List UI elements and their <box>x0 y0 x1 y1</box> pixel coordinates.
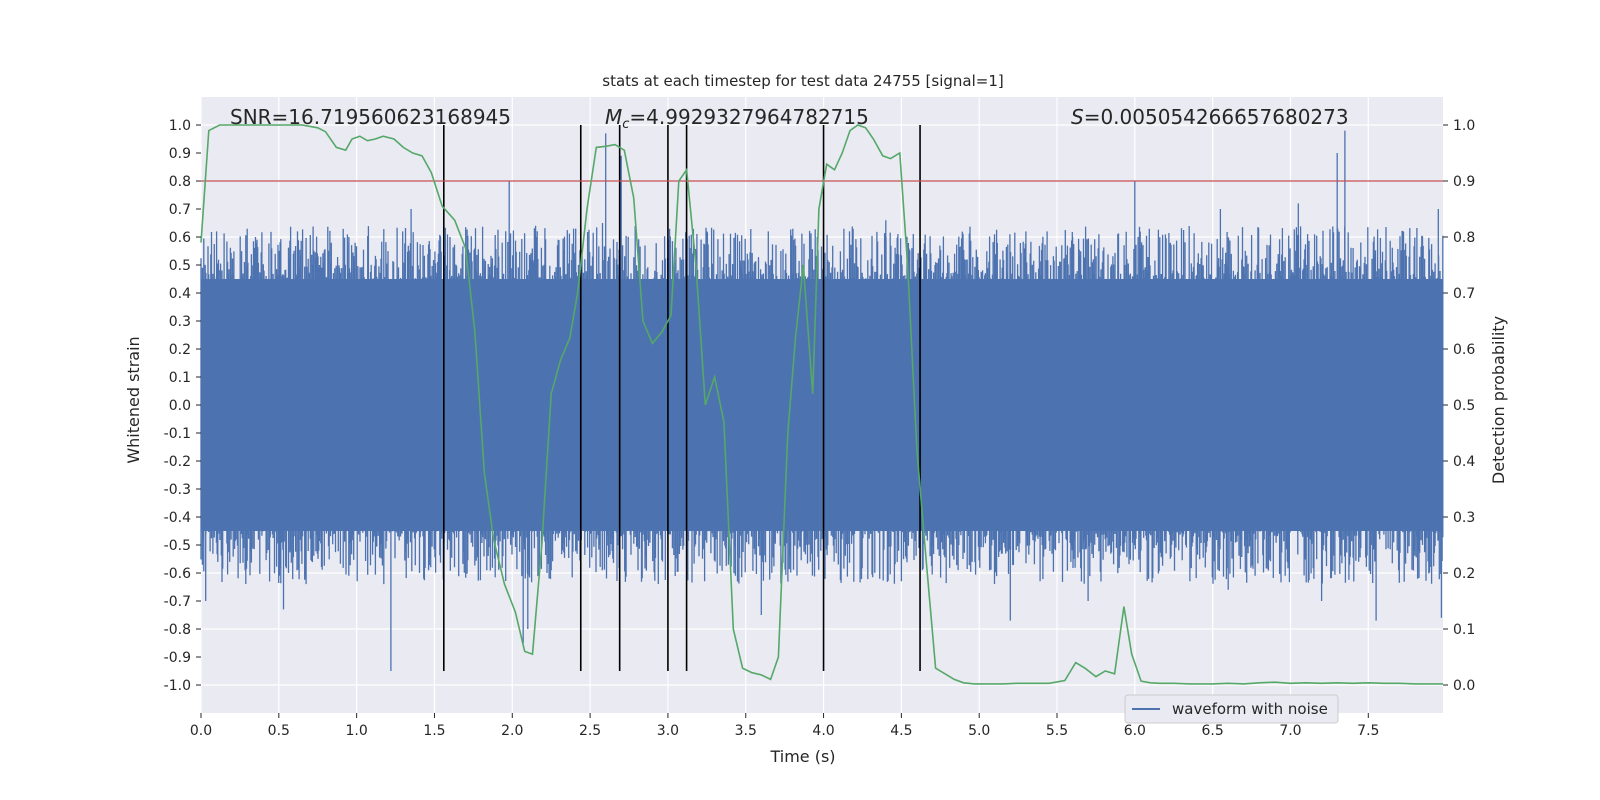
x-tick-label: 2.5 <box>579 723 601 739</box>
y-right-tick-label: 0.3 <box>1453 510 1475 526</box>
x-tick-label: 6.0 <box>1124 723 1146 739</box>
s-annotation: S=0.005054266657680273 <box>1071 105 1349 129</box>
y-left-tick-label: -0.7 <box>164 594 191 610</box>
y-left-tick-label: -0.4 <box>164 510 191 526</box>
s-value: =0.005054266657680273 <box>1084 105 1349 129</box>
y-left-tick-label: -0.1 <box>164 426 191 442</box>
x-tick-label: 7.5 <box>1357 723 1379 739</box>
legend-box <box>1124 694 1339 724</box>
y-right-axis-ticks: 1.0 0.9 0.8 0.7 0.6 0.5 0.4 0.3 0.2 0.1 0.0 <box>1443 118 1475 694</box>
chirp-mass-symbol: M <box>605 105 622 129</box>
y-left-tick-label: 0.7 <box>169 202 191 218</box>
y-left-tick-label: 1.0 <box>169 118 191 134</box>
y-left-tick-label: 0.5 <box>169 258 191 274</box>
y-right-tick-label: 0.8 <box>1453 230 1475 246</box>
x-tick-label: 6.5 <box>1202 723 1224 739</box>
y-left-tick-label: 0.9 <box>169 146 191 162</box>
y-right-axis-label: Detection probability <box>1489 316 1508 484</box>
y-left-axis-ticks: 1.0 0.9 0.8 0.7 0.6 0.5 0.4 0.3 0.2 0.1 0.0 -0.1 -0.… <box>164 118 201 694</box>
y-left-tick-label: -0.8 <box>164 622 191 638</box>
x-axis-ticks: 0.0 0.5 1.0 1.5 2.0 2.5 3.0 3.5 4.0 4.5 5.0 5.5 6.0 6… <box>190 713 1379 739</box>
y-left-tick-label: 0.4 <box>169 286 191 302</box>
y-left-tick-label: 0.1 <box>169 370 191 386</box>
y-right-tick-label: 0.5 <box>1453 398 1475 414</box>
y-left-axis-label: Whitened strain <box>124 336 143 463</box>
x-tick-label: 3.0 <box>657 723 679 739</box>
chirp-mass-value: =4.9929327964782715 <box>629 105 868 129</box>
x-axis-label: Time (s) <box>769 747 835 766</box>
y-left-tick-label: -0.3 <box>164 482 191 498</box>
y-right-tick-label: 1.0 <box>1453 118 1475 134</box>
y-left-tick-label: 0.6 <box>169 230 191 246</box>
y-left-tick-label: -0.5 <box>164 538 191 554</box>
legend: waveform with noise <box>1124 694 1339 724</box>
y-left-tick-label: -0.6 <box>164 566 191 582</box>
s-symbol: S <box>1071 105 1084 129</box>
x-tick-label: 1.5 <box>423 723 445 739</box>
y-left-tick-label: 0.2 <box>169 342 191 358</box>
chart-title: stats at each timestep for test data 247… <box>602 72 1003 90</box>
detection-probability-line <box>200 124 1443 685</box>
y-left-tick-label: -1.0 <box>164 678 191 694</box>
snr-annotation: SNR=16.719560623168945 <box>230 105 511 129</box>
waveform-noise <box>200 130 1444 671</box>
x-tick-label: 5.0 <box>968 723 990 739</box>
x-tick-label: 4.5 <box>890 723 912 739</box>
x-tick-label: 3.5 <box>735 723 757 739</box>
x-tick-label: 0.5 <box>268 723 290 739</box>
y-right-tick-label: 0.9 <box>1453 174 1475 190</box>
y-left-tick-label: 0.8 <box>169 174 191 190</box>
y-right-tick-label: 0.0 <box>1453 678 1475 694</box>
waveform-series <box>200 130 1444 671</box>
x-tick-label: 5.5 <box>1046 723 1068 739</box>
y-left-tick-label: 0.3 <box>169 314 191 330</box>
y-right-tick-label: 0.6 <box>1453 342 1475 358</box>
y-left-tick-label: -0.9 <box>164 650 191 666</box>
y-right-tick-label: 0.7 <box>1453 286 1475 302</box>
x-tick-label: 0.0 <box>190 723 212 739</box>
x-tick-label: 2.0 <box>501 723 523 739</box>
vertical-markers <box>442 125 921 671</box>
x-tick-label: 4.0 <box>812 723 834 739</box>
y-right-tick-label: 0.2 <box>1453 566 1475 582</box>
y-left-tick-label: -0.2 <box>164 454 191 470</box>
y-left-tick-label: 0.0 <box>169 398 191 414</box>
legend-label: waveform with noise <box>1172 700 1328 718</box>
y-right-tick-label: 0.1 <box>1453 622 1475 638</box>
x-tick-label: 1.0 <box>346 723 368 739</box>
x-tick-label: 7.0 <box>1279 723 1301 739</box>
chirp-mass-subscript: c <box>622 117 629 132</box>
y-right-tick-label: 0.4 <box>1453 454 1475 470</box>
chirp-mass-annotation: Mc=4.9929327964782715 <box>605 105 869 132</box>
